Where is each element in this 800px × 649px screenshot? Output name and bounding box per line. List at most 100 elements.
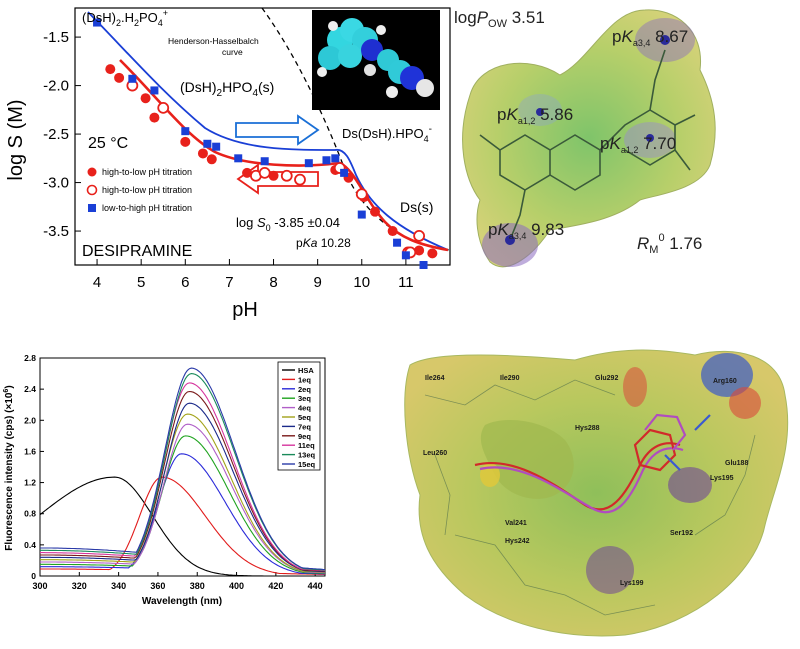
temperature-label: 25 °C [88,135,128,152]
spectrum-line [40,423,325,574]
data-point-filled-circle [180,136,191,147]
data-point-square [304,159,313,168]
y-tick-label: 0.4 [24,540,36,550]
data-point-square [322,156,331,165]
data-point-filled-circle [268,170,279,181]
x-tick-label: 320 [72,581,87,591]
x-tick-label: 9 [313,274,321,291]
right-arrow [235,114,320,146]
x-tick-label: 6 [181,274,189,291]
data-point-square [150,86,159,95]
spectrum-line [40,476,326,575]
fluorescence-chart-panel: 300 320 340 360 380 400 420 440 0 0.4 0.8 1.2 1.6 2.0… [0,340,340,644]
data-point-square [393,238,402,247]
legend-label: 3eq [298,394,311,403]
molecule-skeleton [479,49,696,241]
pka-label-right: pKa1,2 7.70 [600,134,676,155]
fluorescence-y-label: Fluorescence intensity (cps) (×106) [3,385,15,550]
fluorescence-plot-frame [39,357,326,577]
legend-label: 11eq [298,441,315,450]
data-point-filled-circle [427,248,438,259]
y-tick-label: 1.2 [24,478,36,488]
solubility-x-label: pH [232,299,258,321]
residue-label: Hys288 [575,425,600,432]
legend-label: 7eq [298,422,311,431]
data-point-open-circle [413,230,426,242]
pka-annotation: pKa 10.28 [296,236,351,250]
residue-label: Arg160 [713,378,737,385]
spectrum-line [40,367,326,571]
data-point-square [419,261,428,269]
y-tick-label: -3.5 [43,223,69,240]
pka-label-bottom: pKa3,4 9.83 [488,220,564,241]
data-point-square [203,139,212,148]
binding-site-panel: Ile264 Ile290 Glu292 Arg160 Hys288 Leu260 Glu1… [395,335,800,644]
pka-label-top: pKa3,4 8.67 [612,27,688,48]
x-tick-label: 5 [137,274,145,291]
spectrum-line [40,390,326,572]
y-tick-label: 2.0 [24,415,36,425]
data-point-square [401,251,410,260]
data-point-open-circle [258,166,271,179]
data-point-square [128,74,137,83]
logpow-label: logPOW 3.51 [454,8,545,30]
spectrum-line [39,476,325,577]
data-point-filled-circle [105,64,116,75]
solubility-legend: high-to-low pH titration high-to-low pH … [86,167,192,213]
residue-label: Glu188 [725,460,748,467]
fluorescence-x-label: Wavelength (nm) [142,596,222,607]
legend-label: 9eq [298,432,311,441]
esp-surface [462,9,716,268]
data-point-square [331,154,340,163]
data-point-filled-circle [387,226,398,237]
residue-label: Ile290 [500,375,520,382]
x-tick-label: 360 [150,581,165,591]
pka-label-left: pKa1,2 5.86 [497,105,573,126]
x-tick-label: 440 [308,581,323,591]
data-point-square [93,18,102,27]
legend-label-open: high-to-low pH titration [102,185,192,195]
x-tick-label: 4 [93,274,101,291]
data-point-filled-circle [197,148,208,159]
y-tick-label: -3.0 [43,175,69,192]
binding-site-view: Ile264 Ile290 Glu292 Arg160 Hys288 Leu260 Glu1… [404,349,789,637]
residue-label: Ile264 [425,375,445,382]
x-tick-label: 7 [225,274,233,291]
x-tick-label: 8 [269,274,277,291]
legend-label: 2eq [298,385,311,394]
solubility-chart: 4 5 6 7 8 9 10 11 -1.5 -2.0 -2.5 -3.0 -3.5 pH log S … [5,7,451,321]
spectrum-line [40,382,326,572]
y-tick-label: 1.6 [24,446,36,456]
spectrum-line [40,402,326,573]
data-point-square [260,157,269,166]
y-tick-label: -1.5 [43,29,69,46]
legend-label: 13eq [298,451,316,460]
y-tick-label: -2.0 [43,78,69,95]
data-point-square [357,210,366,219]
residue-label: Ser192 [670,530,693,537]
data-point-open-circle [355,188,368,201]
data-point-filled-circle [370,206,380,217]
hh-curve-label-2: curve [222,47,243,57]
data-point-filled-circle [414,245,425,256]
data-point-filled-circle [242,167,253,178]
residue-label: Leu260 [423,450,447,457]
fluorescence-chart: 300 320 340 360 380 400 420 440 0 0.4 0.8 1.2 1.6 2.0… [3,353,326,607]
data-point-square [234,154,243,163]
legend-label: 5eq [298,413,311,422]
data-point-square [340,168,349,177]
backbone-lines [424,379,756,616]
esp-molecule: logPOW 3.51 pKa3,4 8.67 pKa1,2 5.86 pKa1… [454,8,716,268]
residue-label: Hys242 [505,538,530,545]
data-point-open-circle [157,101,170,114]
legend-label: 15eq [298,460,316,469]
logs0-annotation: log S0 -3.85 ±0.04 [236,215,340,233]
data-point-filled-circle [149,112,160,123]
hh-curve-label: Henderson-Hasselbalch [168,36,259,46]
spectrum-line [40,413,326,573]
spectrum-line [40,435,326,574]
legend-label-square: low-to-high pH titration [102,203,192,213]
nitrogen-atoms [505,35,670,245]
space-filling-molecule-inset [312,10,440,110]
